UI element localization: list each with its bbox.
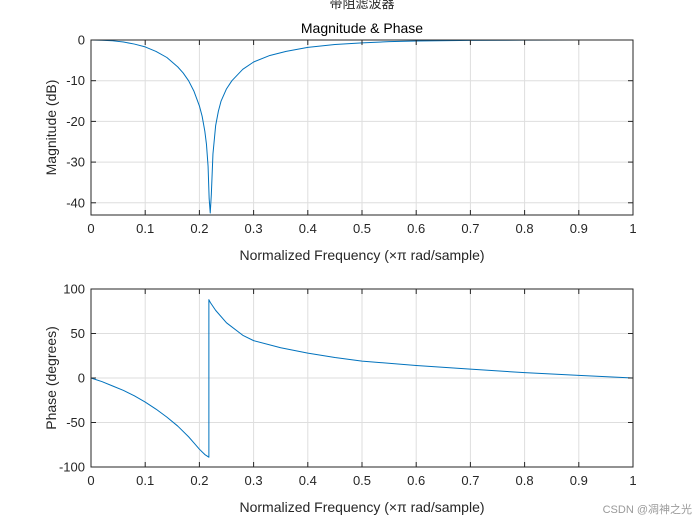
x-tick-label: 0.2	[190, 473, 208, 488]
x-tick-label: 0.1	[136, 221, 154, 236]
y-tick-label: 0	[78, 371, 85, 386]
x-tick-label: 0.5	[353, 221, 371, 236]
x-tick-label: 0.3	[245, 221, 263, 236]
y-tick-label: -40	[66, 195, 85, 210]
x-tick-label: 0.7	[461, 221, 479, 236]
x-tick-label: 1	[629, 221, 636, 236]
phase-series-line	[90, 299, 634, 458]
x-tick-label: 1	[629, 473, 636, 488]
x-tick-label: 0.5	[353, 473, 371, 488]
x-tick-label: 0.6	[407, 473, 425, 488]
y-axis-label: Magnitude (dB)	[43, 80, 59, 176]
x-tick-label: 0.8	[516, 473, 534, 488]
y-tick-label: -100	[59, 460, 85, 475]
x-tick-label: 0.9	[570, 221, 588, 236]
x-tick-label: 0.9	[570, 473, 588, 488]
x-axis-label: Normalized Frequency (×π rad/sample)	[239, 247, 484, 263]
magnitude-plot: 0 0.1 0.2 0.3 0.4 0.5 0.6 0.7 0.8 0.9 1 0 -10 -20 -30 -…	[43, 20, 637, 263]
watermark-text: CSDN @凋神之光	[602, 504, 692, 516]
y-tick-label: 50	[71, 326, 85, 341]
magnitude-series-line	[90, 39, 634, 214]
x-tick-label: 0.1	[136, 473, 154, 488]
phase-plot: 0 0.1 0.2 0.3 0.4 0.5 0.6 0.7 0.8 0.9 1 100 50 0 -50 -1…	[43, 282, 637, 516]
y-tick-label: -30	[66, 155, 85, 170]
x-tick-label: 0.7	[461, 473, 479, 488]
y-tick-label: 0	[78, 33, 85, 48]
y-tick-label: -20	[66, 114, 85, 129]
x-tick-label: 0.3	[245, 473, 263, 488]
x-tick-label: 0.4	[299, 221, 317, 236]
y-tick-label: -50	[66, 415, 85, 430]
y-tick-label: 100	[63, 282, 85, 297]
x-axis-label: Normalized Frequency (×π rad/sample)	[239, 499, 484, 515]
chart-title: Magnitude & Phase	[301, 20, 423, 36]
y-tick-label: -10	[66, 73, 85, 88]
x-tick-label: 0.2	[190, 221, 208, 236]
x-tick-label: 0.6	[407, 221, 425, 236]
x-tick-label: 0.8	[516, 221, 534, 236]
x-tick-label: 0.4	[299, 473, 317, 488]
figure-suptitle: 带阻滤波器	[329, 0, 394, 11]
x-tick-label: 0	[87, 473, 94, 488]
y-axis-label: Phase (degrees)	[43, 326, 59, 430]
x-tick-label: 0	[87, 221, 94, 236]
